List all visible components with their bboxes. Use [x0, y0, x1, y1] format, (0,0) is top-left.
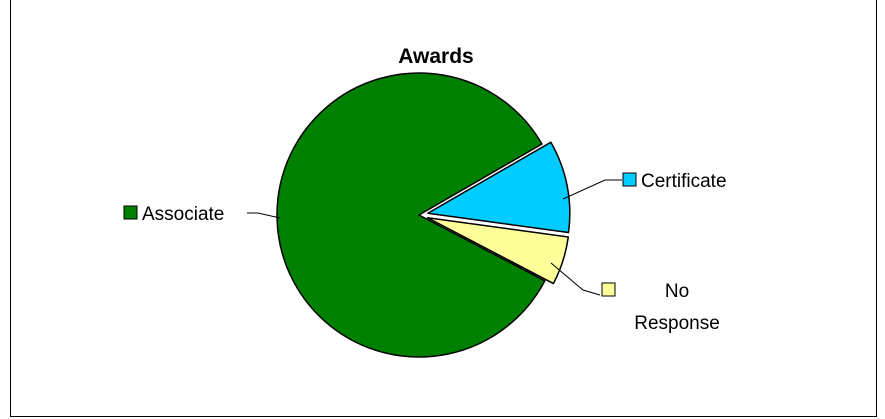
- leader-line-certificate: [562, 179, 622, 200]
- pie-slices: [276, 72, 571, 358]
- slice-label-certificate: Certificate: [641, 171, 727, 192]
- slice-label-no-response: No Response: [634, 281, 720, 334]
- leader-line-no-response: [550, 262, 601, 296]
- slice-labels: Associate Certificate No Response: [123, 171, 727, 334]
- slice-no-response: [426, 216, 570, 285]
- slice-certificate: [427, 141, 571, 234]
- chart-title: Awards: [398, 45, 473, 68]
- legend-swatch-no-response: [601, 282, 616, 297]
- slice-associate: [276, 72, 546, 358]
- leader-line-associate: [247, 212, 281, 219]
- legend-swatch-associate: [123, 205, 138, 220]
- legend-swatch-certificate: [622, 172, 637, 187]
- slice-label-associate: Associate: [142, 204, 224, 225]
